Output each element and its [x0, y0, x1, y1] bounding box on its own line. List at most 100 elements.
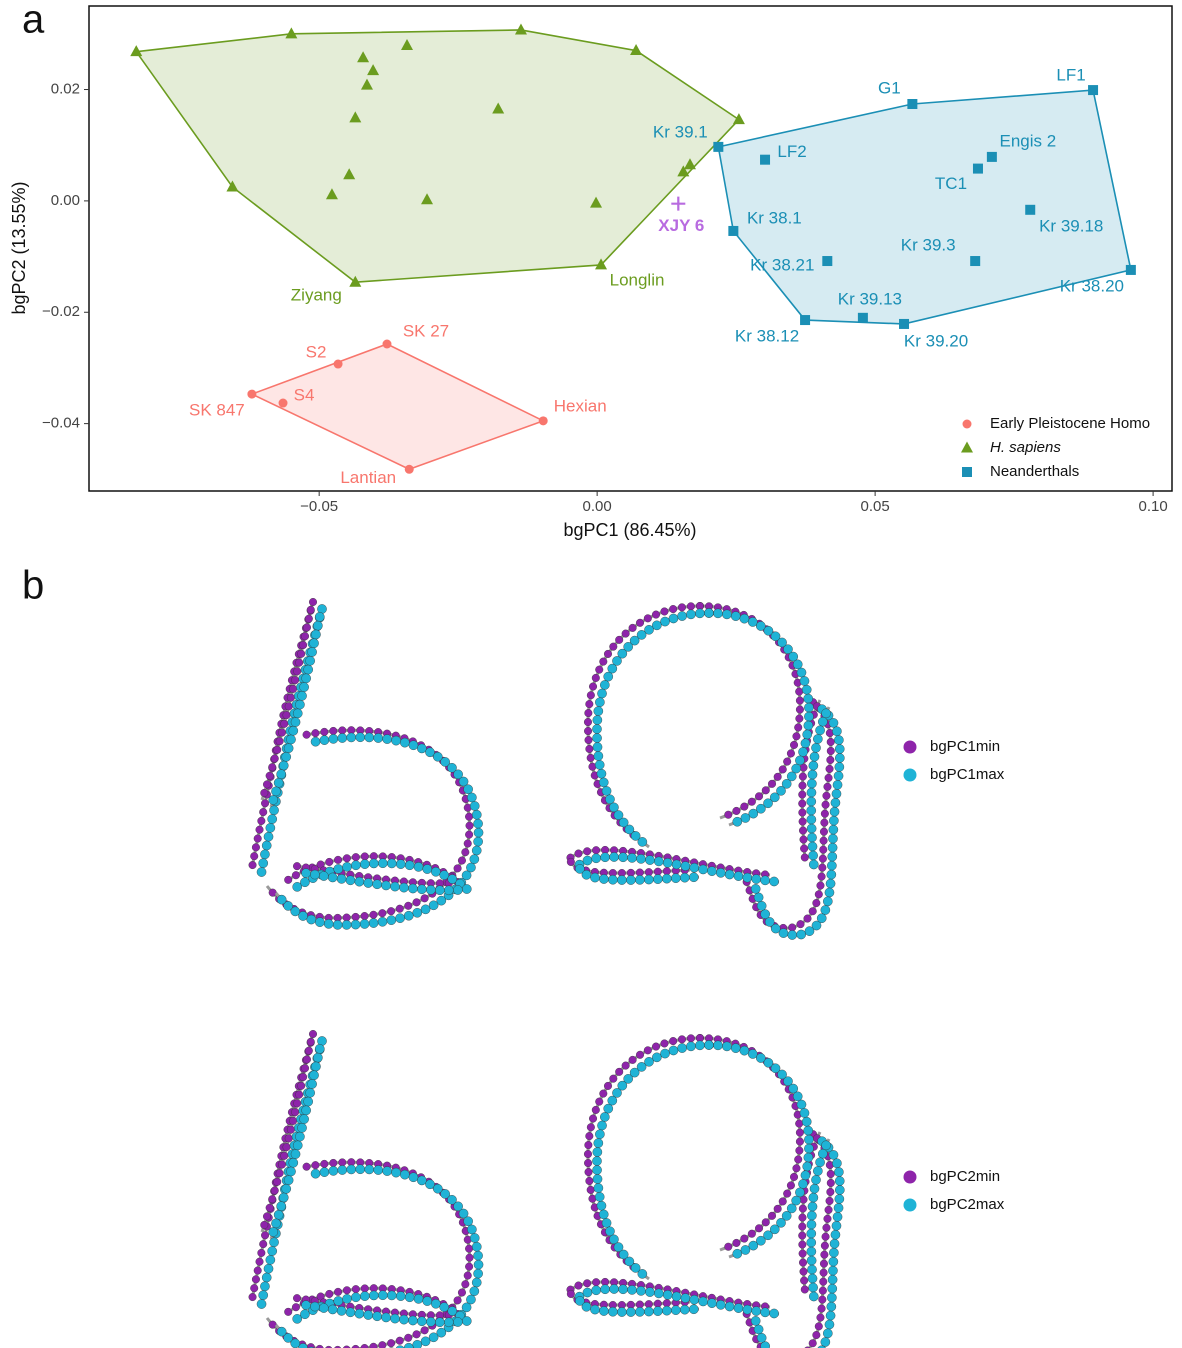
bead	[835, 753, 844, 762]
bead	[595, 1130, 604, 1139]
bead	[287, 1126, 295, 1134]
bead	[254, 1267, 262, 1275]
bead	[300, 1115, 309, 1124]
bead	[295, 700, 304, 709]
point	[247, 390, 256, 399]
legend-label: bgPC1max	[930, 766, 1005, 783]
bead	[835, 1185, 844, 1194]
bead	[741, 1235, 749, 1243]
bead	[644, 875, 653, 884]
bead	[724, 811, 732, 819]
point-label: SK 847	[189, 401, 245, 420]
bead	[330, 727, 338, 735]
bead	[829, 1257, 838, 1266]
bead	[761, 1308, 770, 1317]
bead	[762, 787, 770, 795]
bead	[799, 1250, 807, 1258]
bead	[387, 916, 396, 925]
bead	[807, 1247, 816, 1256]
bead	[820, 837, 828, 845]
bead	[289, 1117, 297, 1125]
bead	[787, 1182, 795, 1190]
bead	[827, 870, 836, 879]
bead	[391, 736, 400, 745]
bead	[277, 895, 286, 904]
bead	[615, 1068, 623, 1076]
bead	[297, 650, 305, 658]
bead	[827, 756, 835, 764]
bead	[592, 733, 601, 742]
bead	[597, 1121, 606, 1130]
bead	[779, 1198, 787, 1206]
bead	[414, 862, 423, 871]
bead	[472, 1278, 481, 1287]
bead	[330, 1159, 338, 1167]
bead	[807, 833, 816, 842]
bead	[309, 639, 318, 648]
bead	[678, 1036, 686, 1044]
bead	[716, 1300, 725, 1309]
bead	[663, 1290, 672, 1299]
bead	[365, 733, 374, 742]
bead	[266, 772, 274, 780]
bead	[268, 1195, 276, 1203]
bead	[755, 792, 763, 800]
bead	[807, 1265, 816, 1274]
bead	[360, 860, 369, 869]
bead	[600, 1112, 609, 1121]
bead	[593, 1174, 602, 1183]
x-tick-label: 0.00	[583, 498, 612, 515]
bead	[259, 1240, 267, 1248]
bead	[652, 611, 660, 619]
bead	[798, 1223, 806, 1231]
bead	[263, 781, 271, 789]
bead	[813, 1166, 822, 1175]
bead	[268, 814, 277, 823]
bead	[390, 1314, 399, 1323]
bead	[472, 1242, 481, 1251]
bead	[444, 1318, 453, 1327]
bead	[801, 739, 810, 748]
point-label: Kr 39.13	[838, 289, 902, 308]
bead	[635, 1307, 644, 1316]
bead	[587, 1186, 595, 1194]
bead	[687, 1035, 695, 1043]
bead	[413, 908, 422, 917]
bead	[827, 1170, 835, 1178]
bead	[681, 861, 690, 870]
bead	[768, 780, 776, 788]
bead	[828, 1275, 837, 1284]
bead	[592, 1106, 600, 1114]
annotation-marker	[671, 197, 685, 211]
bead	[794, 1156, 802, 1164]
bead	[300, 878, 309, 887]
bead	[803, 730, 812, 739]
bead	[724, 1243, 732, 1251]
bead	[835, 1176, 844, 1185]
bead	[807, 797, 816, 806]
bead	[593, 1147, 602, 1156]
bead	[259, 859, 268, 868]
bead	[798, 747, 807, 756]
bead	[370, 911, 378, 919]
bead	[795, 1188, 804, 1197]
bead	[804, 1126, 813, 1135]
bead	[608, 664, 617, 673]
point-label: Kr 39.20	[904, 331, 968, 350]
bead	[413, 1331, 421, 1339]
bead	[713, 1041, 722, 1050]
point	[279, 399, 288, 408]
bead	[660, 617, 669, 626]
bead	[387, 1339, 395, 1347]
bead	[355, 877, 364, 886]
bead	[328, 1305, 337, 1314]
bead	[396, 914, 405, 923]
bead	[260, 850, 269, 859]
bead	[799, 827, 807, 835]
bead	[594, 707, 603, 716]
bead	[262, 1273, 271, 1282]
bead	[783, 758, 791, 766]
point	[713, 142, 723, 152]
bead	[312, 729, 320, 737]
legend-swatch	[904, 741, 917, 754]
